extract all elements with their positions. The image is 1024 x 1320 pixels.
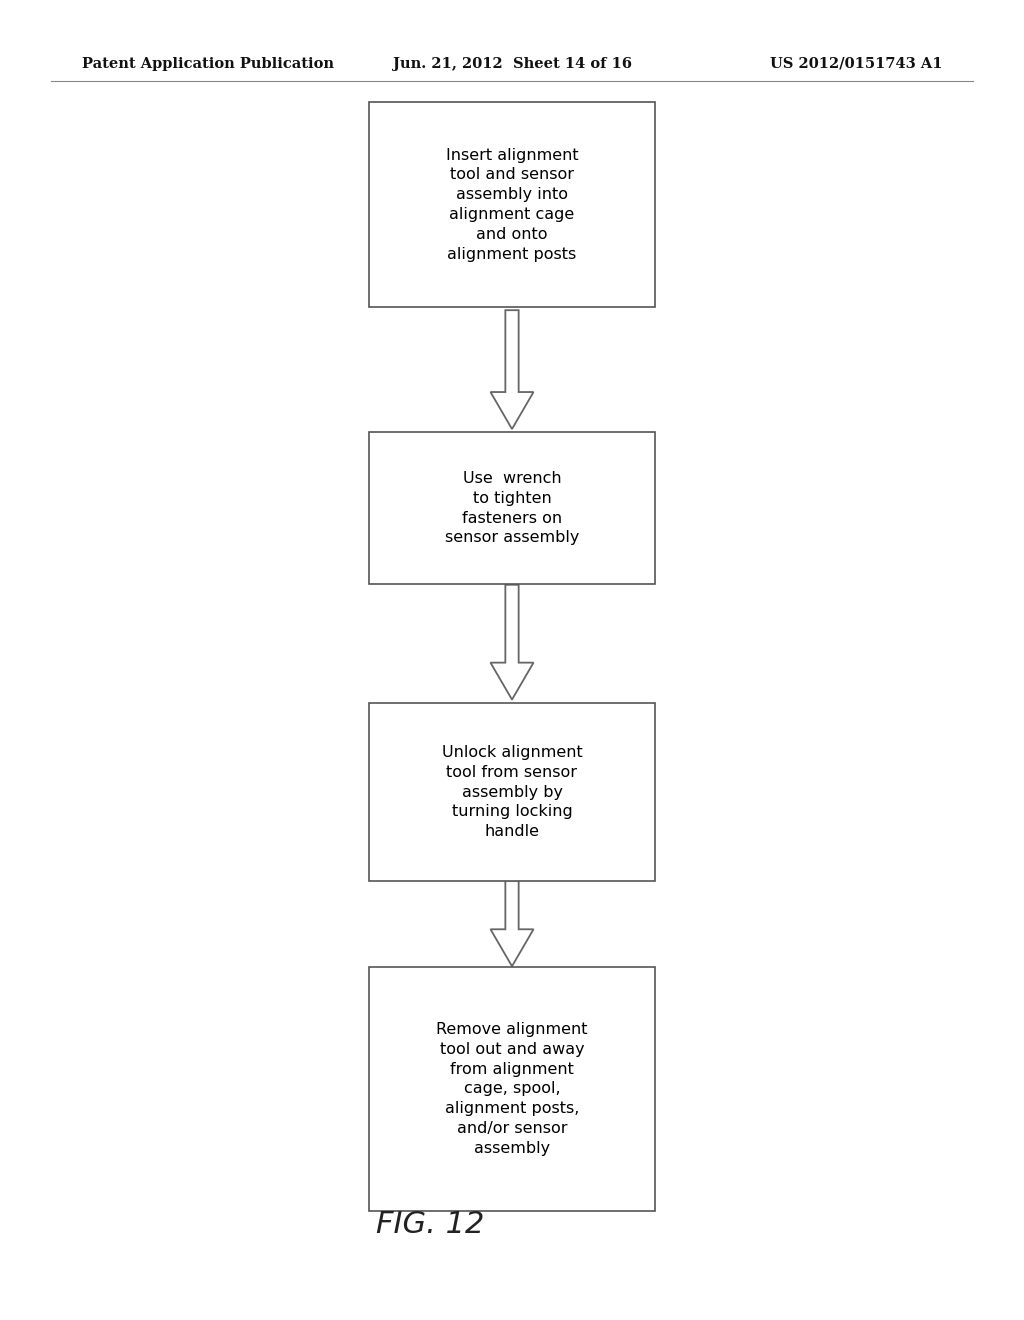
FancyBboxPatch shape: [369, 966, 655, 1212]
Text: Patent Application Publication: Patent Application Publication: [82, 57, 334, 71]
Text: Use  wrench
to tighten
fasteners on
sensor assembly: Use wrench to tighten fasteners on senso…: [444, 471, 580, 545]
Polygon shape: [490, 880, 534, 966]
Polygon shape: [490, 585, 534, 700]
FancyBboxPatch shape: [369, 702, 655, 882]
Text: Unlock alignment
tool from sensor
assembly by
turning locking
handle: Unlock alignment tool from sensor assemb…: [441, 744, 583, 840]
FancyBboxPatch shape: [369, 103, 655, 308]
Text: Insert alignment
tool and sensor
assembly into
alignment cage
and onto
alignment: Insert alignment tool and sensor assembl…: [445, 148, 579, 261]
FancyBboxPatch shape: [369, 433, 655, 583]
Polygon shape: [490, 310, 534, 429]
Text: Jun. 21, 2012  Sheet 14 of 16: Jun. 21, 2012 Sheet 14 of 16: [392, 57, 632, 71]
Text: Remove alignment
tool out and away
from alignment
cage, spool,
alignment posts,
: Remove alignment tool out and away from …: [436, 1022, 588, 1156]
Text: US 2012/0151743 A1: US 2012/0151743 A1: [770, 57, 942, 71]
Text: FIG. 12: FIG. 12: [376, 1210, 484, 1239]
